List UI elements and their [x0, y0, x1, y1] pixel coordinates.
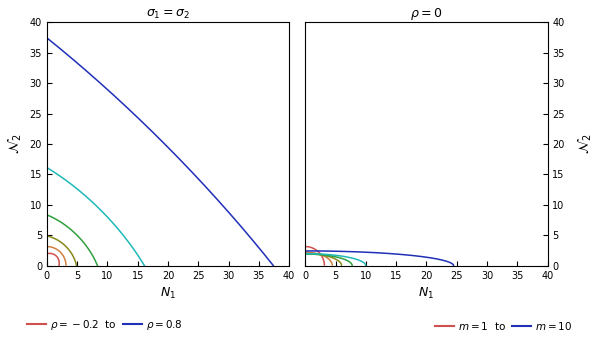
Title: $\sigma_1 = \sigma_2$: $\sigma_1 = \sigma_2$ — [146, 8, 190, 21]
X-axis label: $N_1$: $N_1$ — [418, 286, 434, 301]
Y-axis label: $\mathcal{N}_2$: $\mathcal{N}_2$ — [5, 134, 24, 154]
Title: $\rho = 0$: $\rho = 0$ — [410, 5, 443, 21]
Legend: $m = 1$  to, $m = 10$: $m = 1$ to, $m = 10$ — [431, 315, 577, 336]
X-axis label: $N_1$: $N_1$ — [160, 286, 176, 301]
Y-axis label: $\mathcal{N}_2$: $\mathcal{N}_2$ — [576, 134, 595, 154]
Legend: $\rho = -0.2$  to, $\rho = 0.8$: $\rho = -0.2$ to, $\rho = 0.8$ — [23, 313, 187, 336]
